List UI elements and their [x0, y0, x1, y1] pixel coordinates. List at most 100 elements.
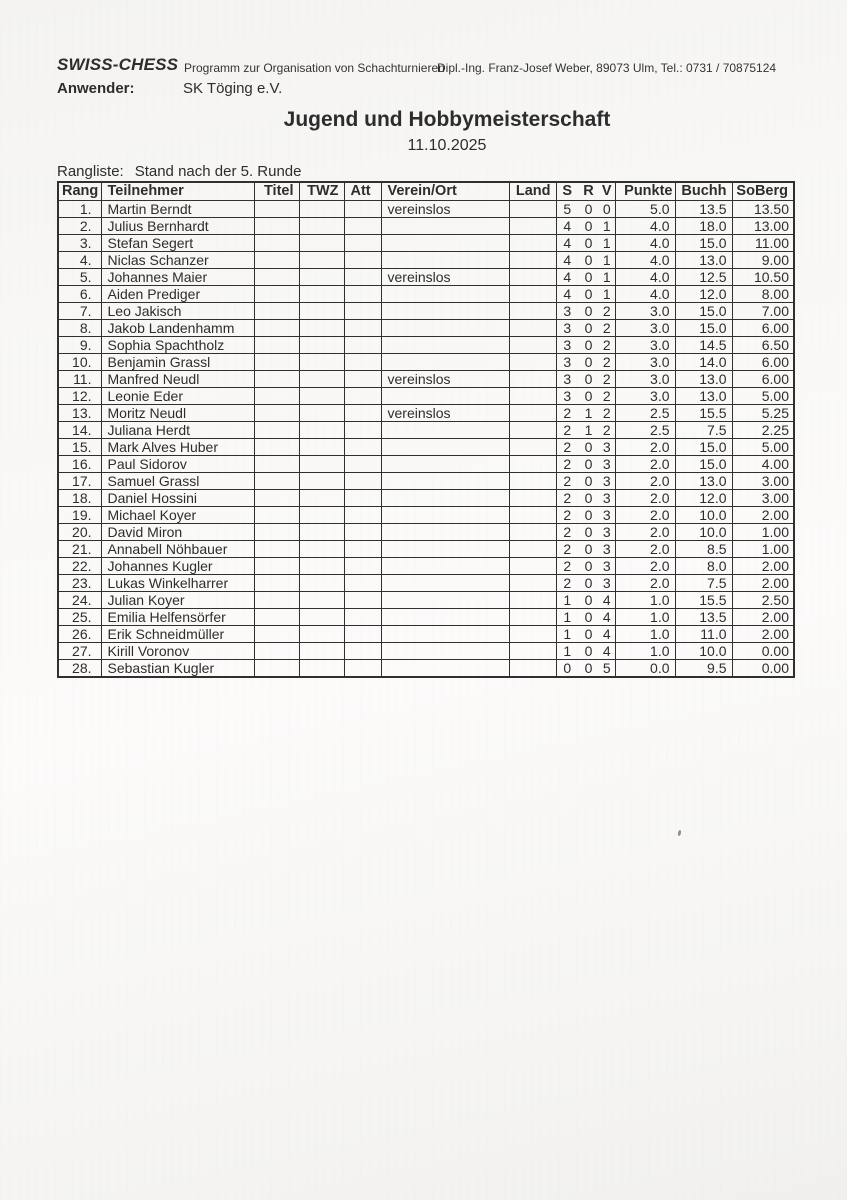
cell-twz — [298, 216, 345, 235]
table-row: 26. Erik Schneidmüller 1 0 4 1.0 11.0 2.00 — [57, 624, 795, 643]
cell-land — [508, 573, 557, 592]
cell-att — [343, 352, 382, 371]
ranking-status: Stand nach der 5. Runde — [134, 163, 302, 180]
cell-land — [508, 658, 557, 677]
program-description: Programm zur Organisation von Schachturn… — [184, 61, 445, 75]
cell-r: 0 — [578, 624, 599, 643]
table-row: 25. Emilia Helfensörfer 1 0 4 1.0 13.5 2.00 — [57, 607, 795, 626]
cell-teilnehmer: Julian Koyer — [100, 590, 255, 609]
cell-att — [343, 539, 382, 558]
cell-land — [508, 590, 557, 609]
cell-twz — [298, 624, 345, 643]
cell-soberg: 1.00 — [731, 522, 795, 541]
cell-s: 3 — [555, 352, 578, 371]
cell-buchh: 15.5 — [674, 590, 733, 609]
cell-verein-ort — [380, 301, 510, 320]
cell-punkte: 2.0 — [614, 471, 676, 490]
cell-verein-ort — [380, 250, 510, 269]
cell-rang: 2. — [57, 216, 102, 235]
anwender-value: SK Töging e.V. — [183, 80, 283, 97]
cell-punkte: 5.0 — [614, 199, 676, 218]
cell-v: 1 — [599, 267, 616, 286]
cell-twz — [298, 437, 345, 456]
table-row: 20. David Miron 2 0 3 2.0 10.0 1.00 — [57, 522, 795, 541]
table-header: Rang Teilnehmer Titel TWZ Att Verein/Ort Land S… — [57, 181, 795, 201]
cell-verein-ort — [380, 641, 510, 660]
cell-r: 0 — [578, 505, 599, 524]
cell-r: 0 — [578, 539, 599, 558]
cell-teilnehmer: Erik Schneidmüller — [100, 624, 255, 643]
cell-r: 0 — [578, 658, 599, 677]
table-row: 18. Daniel Hossini 2 0 3 2.0 12.0 3.00 — [57, 488, 795, 507]
cell-buchh: 7.5 — [674, 573, 733, 592]
cell-teilnehmer: Sebastian Kugler — [100, 658, 255, 677]
cell-r: 0 — [578, 352, 599, 371]
table-row: 19. Michael Koyer 2 0 3 2.0 10.0 2.00 — [57, 505, 795, 524]
cell-buchh: 13.0 — [674, 386, 733, 405]
scan-speck — [677, 829, 682, 837]
cell-v: 1 — [599, 250, 616, 269]
cell-twz — [298, 369, 345, 388]
ranking-label: Rangliste: — [57, 163, 124, 180]
cell-rang: 18. — [57, 488, 102, 507]
cell-att — [343, 573, 382, 592]
cell-twz — [298, 454, 345, 473]
cell-buchh: 8.0 — [674, 556, 733, 575]
column-header-buchh: Buchh — [674, 181, 733, 201]
cell-rang: 1. — [57, 199, 102, 218]
cell-buchh: 13.5 — [674, 607, 733, 626]
cell-verein-ort — [380, 335, 510, 354]
cell-s: 4 — [555, 267, 578, 286]
cell-punkte: 4.0 — [614, 216, 676, 235]
table-row: 1. Martin Berndt vereinslos 5 0 0 5.0 13.5 13.50 — [57, 199, 795, 218]
cell-soberg: 10.50 — [731, 267, 795, 286]
cell-twz — [298, 318, 345, 337]
cell-s: 1 — [555, 624, 578, 643]
cell-punkte: 4.0 — [614, 233, 676, 252]
cell-land — [508, 488, 557, 507]
cell-buchh: 12.0 — [674, 284, 733, 303]
cell-r: 0 — [578, 250, 599, 269]
cell-s: 2 — [555, 573, 578, 592]
cell-teilnehmer: Annabell Nöhbauer — [100, 539, 255, 558]
cell-verein-ort: vereinslos — [380, 267, 510, 286]
cell-land — [508, 386, 557, 405]
cell-land — [508, 301, 557, 320]
table-row: 13. Moritz Neudl vereinslos 2 1 2 2.5 15.5 5.25 — [57, 403, 795, 422]
cell-r: 0 — [578, 641, 599, 660]
cell-soberg: 1.00 — [731, 539, 795, 558]
cell-buchh: 14.0 — [674, 352, 733, 371]
cell-verein-ort — [380, 352, 510, 371]
cell-soberg: 5.25 — [731, 403, 795, 422]
cell-rang: 3. — [57, 233, 102, 252]
cell-teilnehmer: Johannes Kugler — [100, 556, 255, 575]
cell-rang: 6. — [57, 284, 102, 303]
cell-punkte: 2.0 — [614, 573, 676, 592]
cell-teilnehmer: Stefan Segert — [100, 233, 255, 252]
cell-soberg: 0.00 — [731, 641, 795, 660]
cell-rang: 13. — [57, 403, 102, 422]
cell-twz — [298, 471, 345, 490]
cell-att — [343, 301, 382, 320]
cell-att — [343, 369, 382, 388]
table-row: 5. Johannes Maier vereinslos 4 0 1 4.0 12.5 10.5… — [57, 267, 795, 286]
cell-verein-ort — [380, 539, 510, 558]
cell-v: 3 — [599, 573, 616, 592]
cell-teilnehmer: Niclas Schanzer — [100, 250, 255, 269]
cell-teilnehmer: Sophia Spachtholz — [100, 335, 255, 354]
cell-punkte: 4.0 — [614, 267, 676, 286]
cell-s: 2 — [555, 471, 578, 490]
cell-buchh: 15.0 — [674, 454, 733, 473]
cell-titel — [253, 471, 300, 490]
cell-soberg: 2.00 — [731, 607, 795, 626]
cell-soberg: 5.00 — [731, 386, 795, 405]
cell-punkte: 4.0 — [614, 250, 676, 269]
cell-rang: 28. — [57, 658, 102, 677]
cell-v: 1 — [599, 216, 616, 235]
cell-s: 2 — [555, 437, 578, 456]
cell-verein-ort — [380, 318, 510, 337]
cell-verein-ort — [380, 284, 510, 303]
cell-twz — [298, 522, 345, 541]
cell-soberg: 6.50 — [731, 335, 795, 354]
cell-r: 0 — [578, 522, 599, 541]
